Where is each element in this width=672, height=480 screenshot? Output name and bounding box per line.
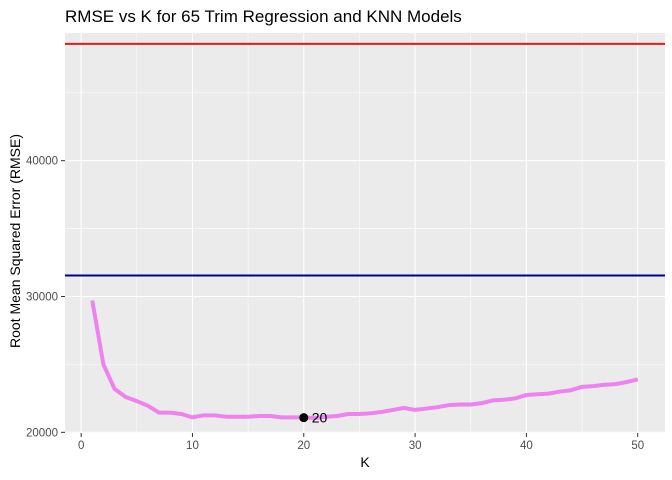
x-tick-label: 40 xyxy=(520,440,533,452)
series-line-1 xyxy=(90,300,639,421)
plot-panel xyxy=(65,33,665,433)
highlight-label: 20 xyxy=(312,410,328,426)
chart-title: RMSE vs K for 65 Trim Regression and KNN… xyxy=(65,7,462,26)
reference-lines xyxy=(65,42,665,277)
highlight-point xyxy=(299,413,309,423)
major-gridlines xyxy=(65,33,665,433)
series-lines xyxy=(90,300,639,421)
highlight-group: 20 xyxy=(299,410,328,426)
x-axis-title: K xyxy=(360,454,370,470)
y-tick-label: 20000 xyxy=(26,427,58,439)
x-tick-label: 30 xyxy=(409,440,422,452)
y-tick-label: 40000 xyxy=(26,156,58,168)
x-tick-label: 20 xyxy=(297,440,310,452)
x-tick-label: 0 xyxy=(78,440,84,452)
x-tick-label: 10 xyxy=(186,440,199,452)
minor-gridlines xyxy=(65,33,665,433)
x-tick-label: 50 xyxy=(631,440,644,452)
y-axis-ticks: 20000 30000 40000 xyxy=(26,156,65,439)
x-axis-ticks: 0 10 20 30 40 50 xyxy=(78,433,644,452)
y-tick-label: 30000 xyxy=(26,291,58,303)
y-axis-title: Root Mean Squared Error (RMSE) xyxy=(7,134,23,348)
